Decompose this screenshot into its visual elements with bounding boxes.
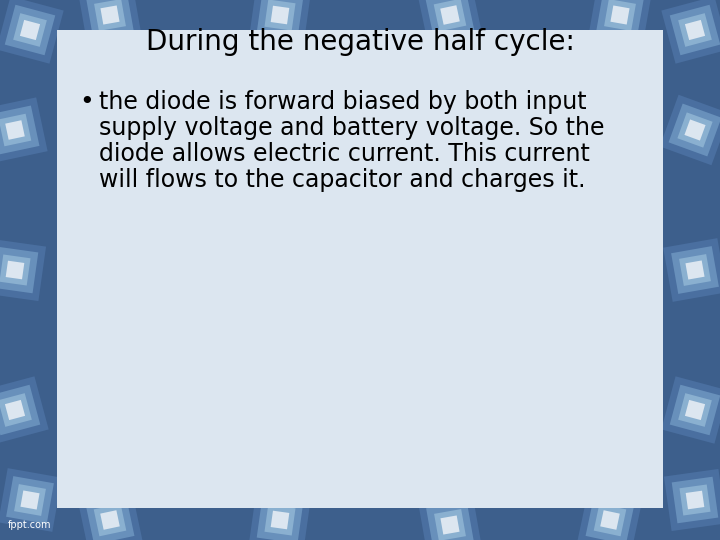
Bar — [594, 504, 626, 536]
Bar — [661, 376, 720, 444]
Bar — [271, 511, 289, 529]
Bar — [20, 490, 40, 510]
Bar — [20, 20, 40, 40]
Bar — [661, 0, 720, 64]
Bar — [434, 509, 466, 540]
Bar — [577, 488, 643, 540]
Bar — [5, 120, 24, 140]
Bar — [249, 0, 311, 46]
Bar — [0, 105, 40, 154]
Bar — [86, 496, 135, 540]
Bar — [418, 0, 482, 48]
Bar — [679, 254, 711, 286]
Bar — [0, 254, 30, 286]
Bar — [678, 13, 712, 47]
Bar — [0, 114, 31, 146]
Bar — [0, 0, 63, 64]
Text: will flows to the capacitor and charges it.: will flows to the capacitor and charges … — [99, 168, 585, 192]
Bar — [264, 504, 295, 536]
Bar — [611, 5, 629, 24]
Text: diode allows electric current. This current: diode allows electric current. This curr… — [99, 142, 590, 166]
Bar — [57, 30, 663, 508]
Text: the diode is forward biased by both input: the diode is forward biased by both inpu… — [99, 90, 587, 114]
Bar — [660, 94, 720, 165]
Bar — [0, 97, 48, 163]
Bar — [418, 493, 482, 540]
Bar — [685, 400, 705, 420]
Bar — [249, 489, 311, 540]
Bar — [426, 501, 474, 540]
Bar — [271, 6, 289, 24]
Bar — [14, 484, 46, 516]
Bar — [678, 112, 713, 147]
Bar — [6, 261, 24, 279]
Bar — [685, 260, 705, 280]
Bar — [433, 0, 467, 31]
Bar — [678, 393, 712, 427]
Bar — [13, 13, 47, 47]
Text: supply voltage and battery voltage. So the: supply voltage and battery voltage. So t… — [99, 116, 605, 140]
Bar — [680, 484, 711, 516]
Bar — [600, 510, 620, 530]
Bar — [441, 516, 459, 535]
Bar — [0, 468, 62, 532]
Bar — [670, 384, 720, 435]
Bar — [440, 5, 460, 25]
Bar — [0, 393, 32, 427]
Text: During the negative half cycle:: During the negative half cycle: — [145, 28, 575, 56]
Bar — [6, 476, 54, 524]
Bar — [101, 5, 120, 24]
Bar — [426, 0, 474, 39]
Bar — [100, 510, 120, 530]
Bar — [588, 0, 652, 47]
Text: •: • — [79, 90, 94, 114]
Bar — [685, 491, 704, 509]
Bar — [0, 384, 40, 435]
Bar — [669, 104, 720, 157]
Bar — [664, 469, 720, 531]
Bar — [94, 0, 126, 31]
Bar — [5, 400, 25, 420]
Bar — [671, 246, 719, 294]
Bar — [0, 239, 46, 301]
Bar — [672, 477, 719, 523]
Bar — [670, 5, 720, 55]
Bar — [257, 497, 303, 540]
Bar — [685, 20, 705, 40]
Bar — [663, 238, 720, 302]
Bar — [604, 0, 636, 31]
Bar — [264, 0, 295, 31]
Bar — [78, 0, 142, 47]
Bar — [685, 119, 706, 140]
Bar — [86, 0, 134, 39]
Bar — [596, 0, 644, 39]
Text: fppt.com: fppt.com — [8, 520, 52, 530]
Bar — [257, 0, 303, 38]
Bar — [5, 5, 55, 55]
Bar — [77, 488, 143, 540]
Bar — [585, 496, 634, 540]
Bar — [94, 504, 126, 536]
Bar — [0, 247, 38, 293]
Bar — [0, 376, 49, 444]
